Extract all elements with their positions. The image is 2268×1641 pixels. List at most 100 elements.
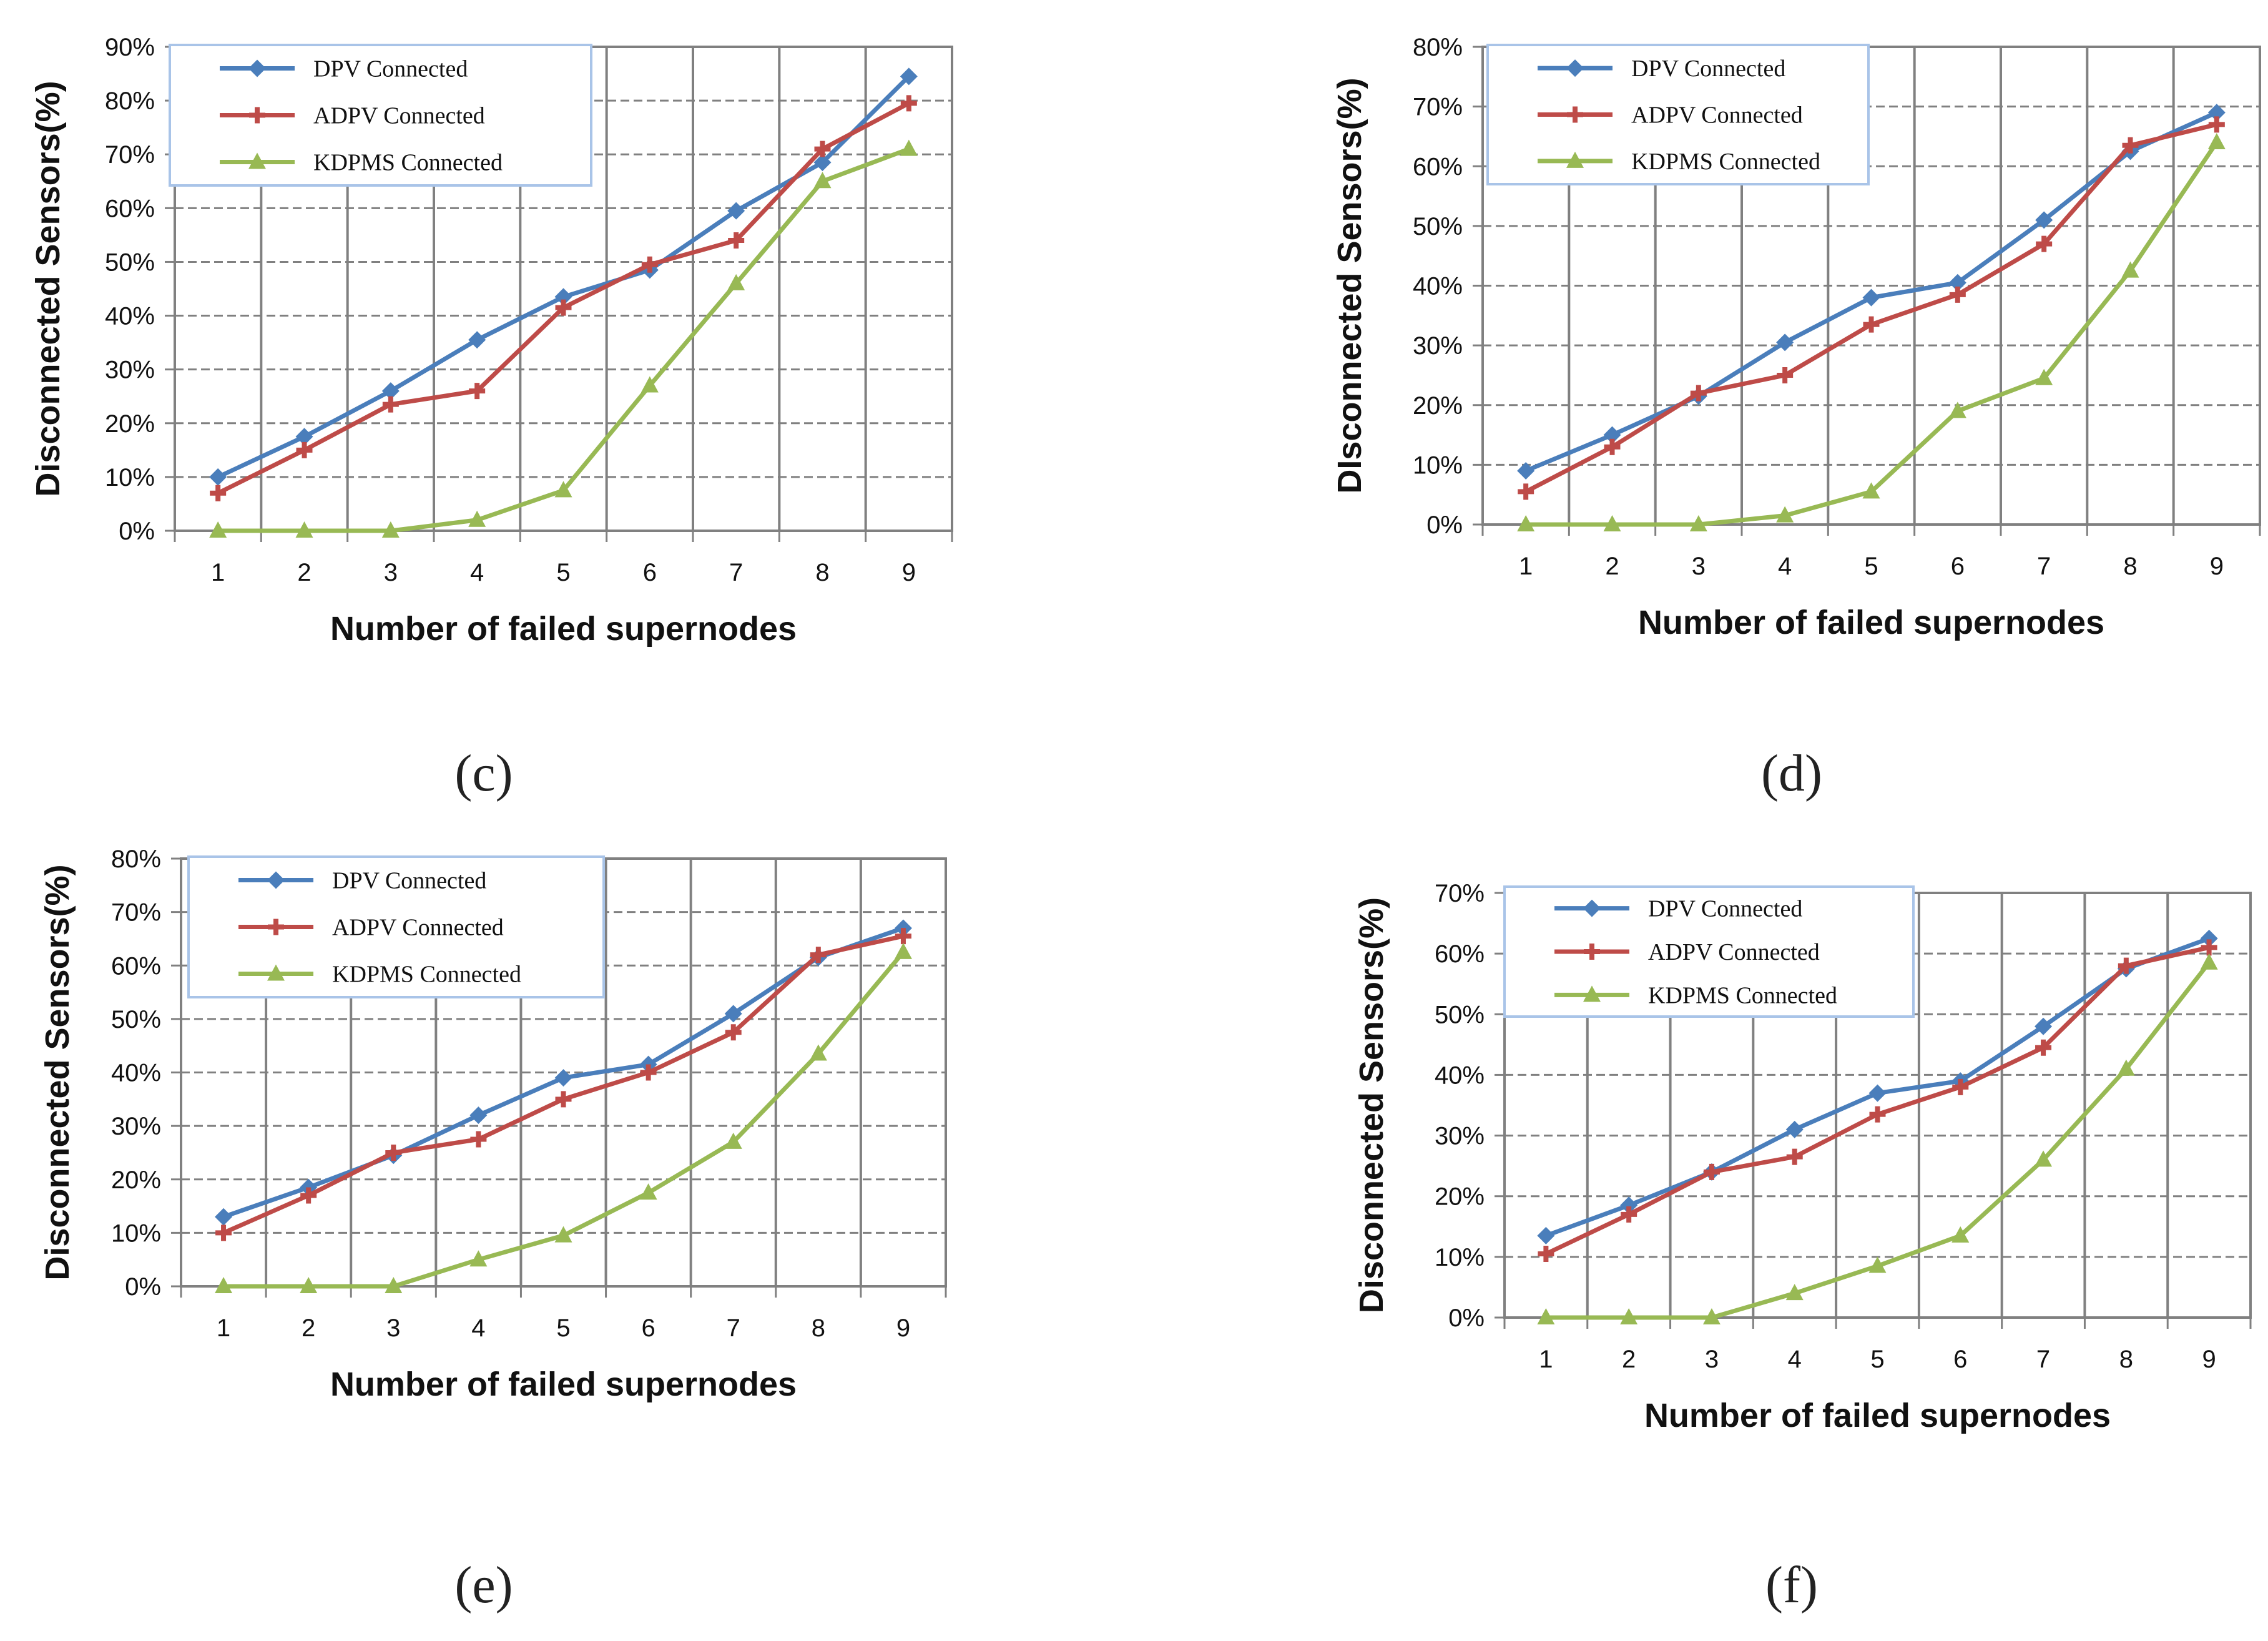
data-point [724, 1005, 742, 1023]
x-tick-label: 3 [1692, 553, 1706, 580]
data-point [300, 1187, 317, 1204]
data-point [2201, 939, 2217, 956]
x-tick-label: 4 [1778, 553, 1792, 580]
legend-label: DPV Connected [313, 56, 468, 82]
data-point [470, 1131, 487, 1148]
y-tick-label: 30% [1413, 332, 1463, 360]
y-tick-label: 0% [1448, 1304, 1485, 1332]
x-axis-title: Number of failed supernodes [1638, 604, 2104, 641]
legend: DPV Connected ADPV Connected KDPMS Connect… [169, 44, 592, 187]
data-point [1518, 483, 1534, 500]
y-tick-label: 20% [1435, 1183, 1485, 1211]
series-adpv-connected [1518, 116, 2225, 500]
data-point [2121, 261, 2139, 278]
data-point [2035, 1039, 2052, 1056]
x-tick-label: 7 [727, 1314, 740, 1342]
x-tick-label: 9 [2210, 553, 2224, 580]
x-tick-label: 9 [902, 559, 916, 586]
series-adpv-connected [215, 928, 911, 1241]
data-point [900, 95, 917, 112]
legend-label: KDPMS Connected [332, 962, 521, 988]
x-tick-label: 1 [1539, 1346, 1553, 1373]
data-point [640, 1064, 657, 1081]
x-tick-label: 6 [1951, 553, 1965, 580]
y-tick-label: 60% [1435, 940, 1485, 968]
data-point [382, 396, 399, 413]
legend-marker [248, 152, 266, 169]
data-point [895, 928, 911, 945]
data-point [1948, 402, 1966, 418]
data-point [554, 288, 572, 306]
data-point [2122, 137, 2139, 154]
data-point [215, 1225, 232, 1241]
data-point [1785, 1120, 1804, 1138]
data-point [381, 521, 400, 538]
y-tick-label: 50% [105, 249, 155, 276]
x-tick-label: 8 [815, 559, 829, 586]
y-tick-label: 30% [111, 1113, 161, 1140]
y-tick-label: 70% [1413, 94, 1463, 121]
caption-e: (e) [454, 1556, 513, 1614]
data-point [727, 202, 745, 220]
x-tick-label: 1 [211, 559, 225, 586]
caption-f: (f) [1765, 1556, 1818, 1614]
y-tick-label: 90% [105, 34, 155, 61]
data-point [814, 140, 831, 157]
legend-marker [267, 871, 285, 889]
x-tick-label: 6 [1953, 1346, 1967, 1373]
legend-marker [267, 964, 285, 981]
data-point [468, 510, 486, 527]
data-point [1538, 1246, 1554, 1262]
data-point [1603, 426, 1621, 444]
data-point [1863, 316, 1880, 333]
x-tick-label: 4 [1788, 1346, 1802, 1373]
x-tick-label: 5 [556, 1314, 570, 1342]
legend-label: DPV Connected [332, 868, 486, 894]
data-point [809, 1044, 827, 1061]
data-point [1689, 515, 1707, 531]
data-point [554, 1226, 572, 1243]
y-axis-title: Disconnected Sensors(%) [29, 81, 67, 496]
legend-label: ADPV Connected [1648, 939, 1820, 965]
series-kdpms-connected [1537, 953, 2218, 1324]
y-tick-label: 80% [111, 845, 161, 873]
x-axis-title: Number of failed supernodes [330, 1366, 797, 1403]
data-point [1517, 515, 1535, 531]
x-tick-label: 2 [1622, 1346, 1636, 1373]
data-point [2200, 953, 2218, 970]
chart-panel-f: 0% 10% 20% 30% 40% 50% 60% 70% 1 2 3 4 5 6 7 8 9 Number o… [1353, 880, 2252, 1434]
caption-d: (d) [1761, 744, 1822, 802]
y-tick-label: 50% [111, 1006, 161, 1033]
data-point [1690, 385, 1707, 402]
data-point [469, 383, 486, 400]
data-point [554, 1069, 572, 1087]
legend-label: ADPV Connected [332, 915, 504, 941]
y-tick-label: 50% [1435, 1001, 1485, 1028]
x-tick-label: 9 [896, 1314, 910, 1342]
series-kdpms-connected [215, 942, 912, 1293]
y-tick-label: 40% [111, 1060, 161, 1087]
data-point [1862, 288, 1880, 307]
data-point [554, 481, 572, 498]
x-tick-label: 3 [384, 559, 398, 586]
x-tick-label: 3 [1705, 1346, 1719, 1373]
data-point [1951, 1226, 1970, 1243]
data-point [1537, 1226, 1555, 1244]
data-point [900, 139, 918, 156]
legend-marker [1583, 985, 1601, 1002]
data-point [1620, 1196, 1638, 1215]
data-point [385, 1277, 403, 1293]
y-axis-title: DIsconnected Sensors(%) [1331, 77, 1368, 493]
x-tick-label: 3 [386, 1314, 400, 1342]
x-tick-label: 5 [1864, 553, 1878, 580]
series-adpv-connected [1538, 939, 2217, 1262]
data-point [727, 274, 745, 290]
x-tick-label: 7 [2037, 553, 2051, 580]
y-tick-label: 50% [1413, 213, 1463, 240]
x-tick-label: 2 [297, 559, 311, 586]
data-point [1603, 515, 1621, 531]
data-point [210, 485, 227, 501]
data-point [1777, 367, 1794, 383]
legend-label: KDPMS Connected [1648, 982, 1837, 1008]
x-tick-label: 8 [2119, 1346, 2133, 1373]
